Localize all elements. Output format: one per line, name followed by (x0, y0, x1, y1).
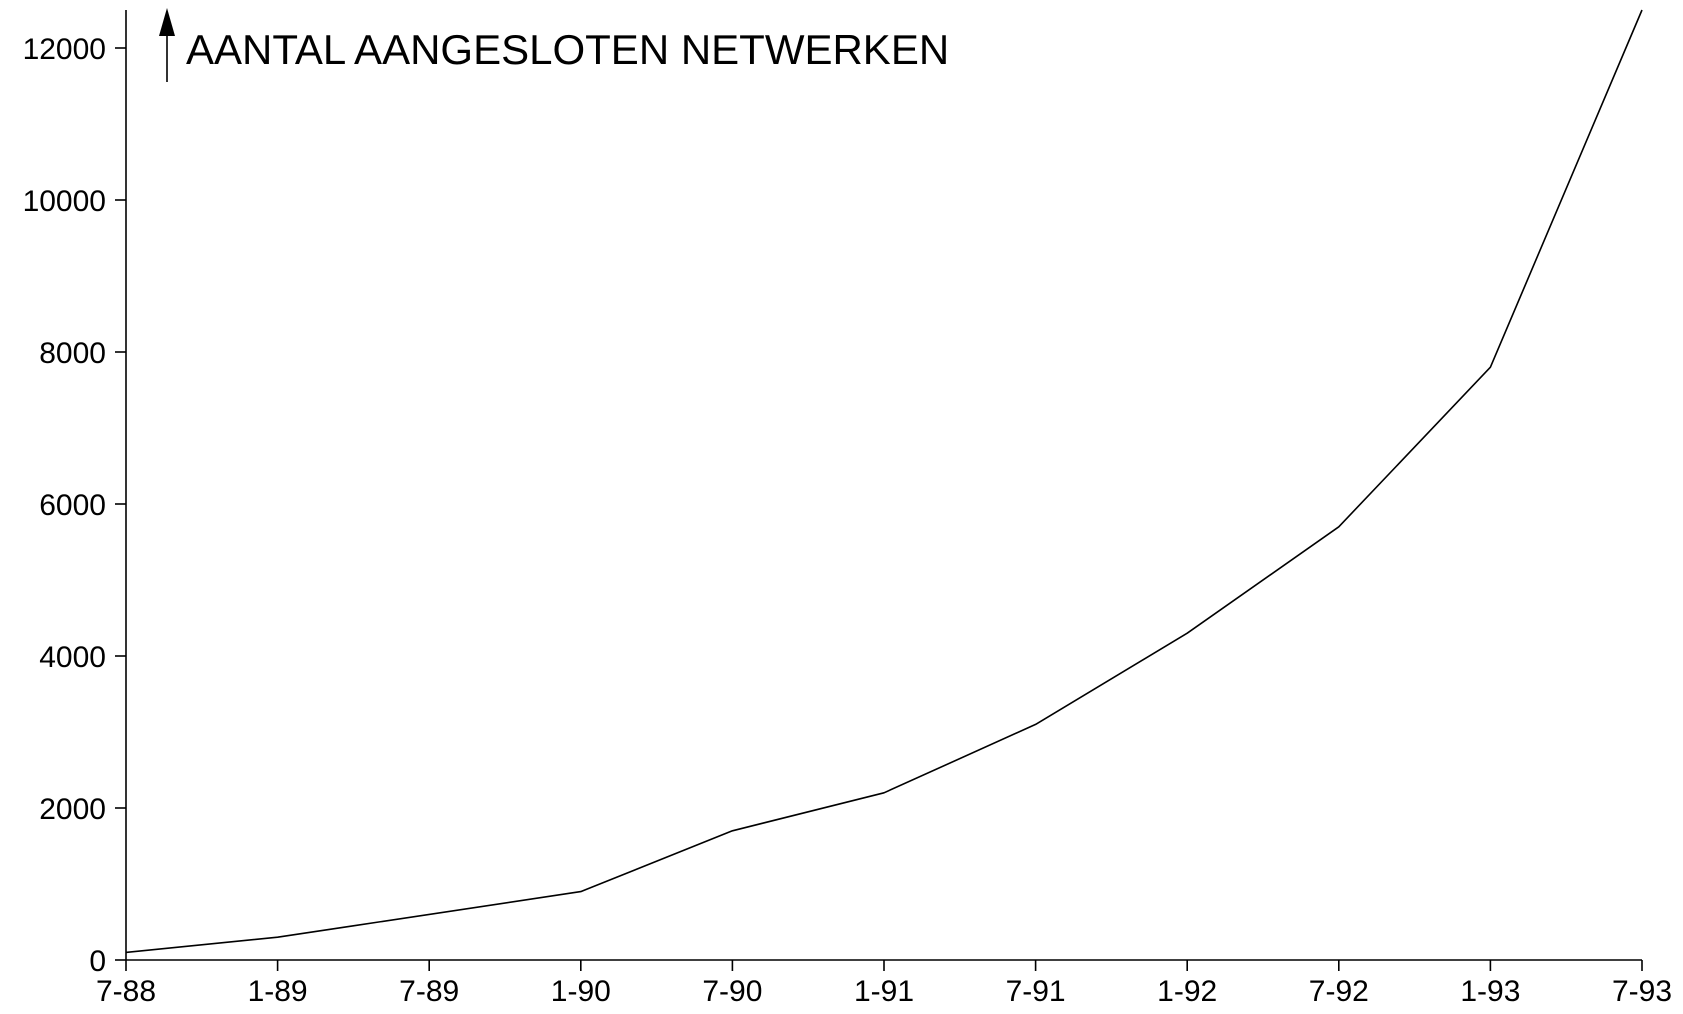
y-tick-label: 8000 (39, 337, 106, 370)
y-tick-label: 6000 (39, 489, 106, 522)
x-tick-label: 7-89 (399, 975, 459, 1008)
x-tick-label: 1-91 (854, 975, 914, 1008)
x-ticks: 7-88 1-89 7-89 1-90 7-90 1-91 7-91 1-92 7-92 1-93… (96, 960, 1672, 1008)
x-tick-label: 7-91 (1006, 975, 1066, 1008)
x-tick-label: 7-88 (96, 975, 156, 1008)
x-tick-label: 1-92 (1157, 975, 1217, 1008)
y-tick-label: 10000 (23, 185, 106, 218)
chart-title: AANTAL AANGESLOTEN NETWERKEN (186, 26, 949, 73)
y-ticks: 0 2000 4000 6000 8000 10000 12000 (23, 33, 126, 978)
y-tick-label: 12000 (23, 33, 106, 66)
series-line (125, 9, 1643, 954)
x-tick-label: 7-93 (1612, 975, 1672, 1008)
y-tick-label: 0 (89, 945, 106, 978)
x-tick-label: 7-90 (702, 975, 762, 1008)
x-tick-label: 1-93 (1460, 975, 1520, 1008)
title-group: AANTAL AANGESLOTEN NETWERKEN (159, 8, 949, 82)
y-tick-label: 4000 (39, 641, 106, 674)
y-tick-label: 2000 (39, 793, 106, 826)
x-tick-label: 1-89 (248, 975, 308, 1008)
up-arrow-icon (159, 8, 175, 36)
x-tick-label: 1-90 (551, 975, 611, 1008)
x-tick-label: 7-92 (1309, 975, 1369, 1008)
